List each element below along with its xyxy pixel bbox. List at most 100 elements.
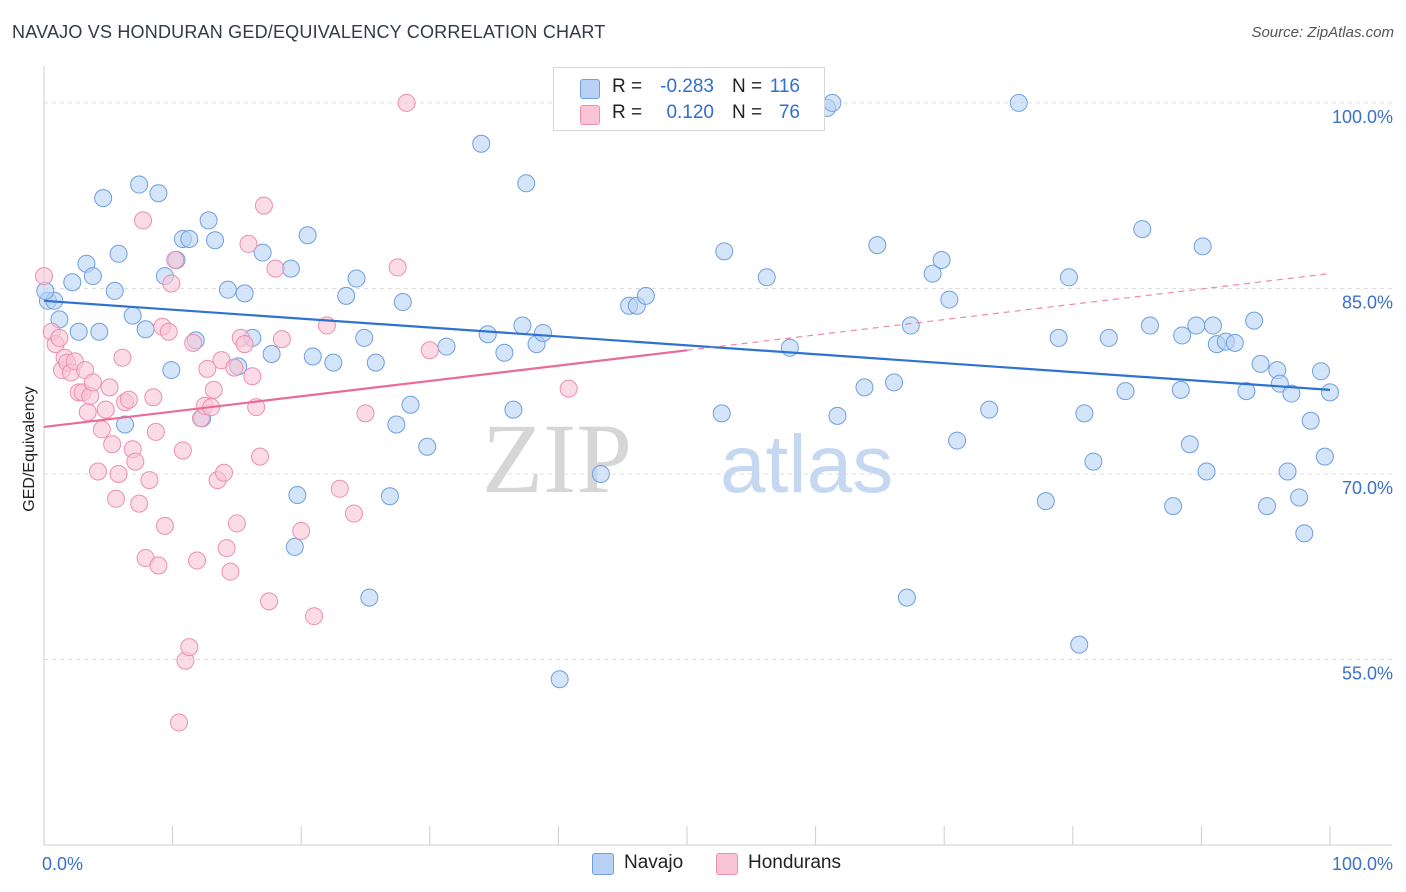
hondurans-point [170,713,189,732]
navajo-point [1193,237,1212,256]
navajo-point [1140,316,1159,335]
navajo-point [1197,462,1216,481]
hondurans-point [109,464,128,483]
hondurans-point [83,373,102,392]
r-label: R = [612,102,643,123]
hondurans-point [221,562,240,581]
navajo-point [940,290,959,309]
hondurans-point [204,380,223,399]
hondurans-point [272,330,291,349]
hondurans-point [119,390,138,409]
navajo-point [324,353,343,372]
navajo-point [1257,497,1276,516]
hondurans-point [227,514,246,533]
hondurans-point [92,420,111,439]
hondurans-point [388,258,407,277]
x-tick-label: 0.0% [42,854,83,874]
hondurans-point [107,489,126,508]
navajo-point [401,395,420,414]
hondurans-point [266,259,285,278]
navajo-point [387,415,406,434]
navajo-point [1164,497,1183,516]
navajo-point [823,93,842,112]
navajo-legend-label: Navajo [624,852,684,873]
navajo-point [472,134,491,153]
navajo-point [1036,492,1055,511]
navajo-point [897,588,916,607]
navajo-point [1187,316,1206,335]
hondurans-point [162,274,181,293]
navajo-point [162,361,181,380]
hondurans-point [130,494,149,513]
navajo-point [130,175,149,194]
hondurans-point [239,234,258,253]
navajo-point [437,337,456,356]
navajo-point [868,236,887,255]
navajo-point [116,415,135,434]
navajo-point [828,406,847,425]
hondurans-point [96,400,115,419]
hondurans-point [260,592,279,611]
navajo-point [1321,383,1339,402]
chart-title: NAVAJO VS HONDURAN GED/EQUIVALENCY CORRE… [12,22,606,42]
hondurans-point [217,539,236,558]
navajo-point [1311,362,1330,381]
hondurans-point [305,607,324,626]
navajo-point [1116,382,1135,401]
navajo-point [1282,384,1301,403]
navajo-point [1075,404,1094,423]
hondurans-point [103,435,122,454]
hondurans-point [188,551,207,570]
navajo-point [63,273,82,292]
navajo-point [1301,411,1320,430]
data-points [35,93,1339,732]
hondurans-point [78,403,97,422]
navajo-point [1070,635,1089,654]
y-tick-label: 85.0% [1342,292,1393,312]
navajo-point [393,293,412,312]
navajo-point [712,404,731,423]
hondurans-r-value: 0.120 [666,102,714,123]
legend-row-hondurans: R = 0.120 N = 76 [554,101,824,127]
navajo-point [1009,93,1028,112]
navajo-point [855,378,874,397]
navajo-point [533,323,552,342]
watermark: ZIP atlas [482,403,893,514]
hondurans-point [134,211,153,230]
navajo-point [980,400,999,419]
navajo-point [1278,462,1297,481]
navajo-point [1295,524,1314,543]
navajo-legend-swatch [592,853,614,875]
navajo-point [69,322,88,341]
navajo-point [1133,220,1152,239]
navajo-point [1084,452,1103,471]
hondurans-point [126,452,145,471]
navajo-point [149,184,168,203]
navajo-point [218,280,237,299]
axes [43,66,1392,846]
navajo-point [1237,382,1256,401]
hondurans-point [420,341,439,360]
hondurans-point [159,322,178,341]
navajo-point [298,226,317,245]
navajo-point [281,259,300,278]
trend-lines [43,273,1331,429]
navajo-point [1245,311,1264,330]
hondurans-point [330,479,349,498]
navajo-point [1251,354,1270,373]
x-tick-labels: 0.0% 100.0% [42,854,1393,874]
navajo-point [1171,380,1190,399]
legend-row-navajo: R = -0.283 N = 116 [554,75,824,101]
hondurans-point [140,471,159,490]
navajo-trend-line [43,299,1331,391]
hondurans-point [89,462,108,481]
navajo-point [901,316,920,335]
navajo-point [1270,374,1289,393]
hondurans-point [184,333,203,352]
navajo-point [199,211,218,230]
hondurans-point [35,267,53,286]
navajo-point [180,229,199,248]
navajo-point [105,281,124,300]
navajo-point [1099,328,1118,347]
hondurans-swatch [580,105,600,125]
